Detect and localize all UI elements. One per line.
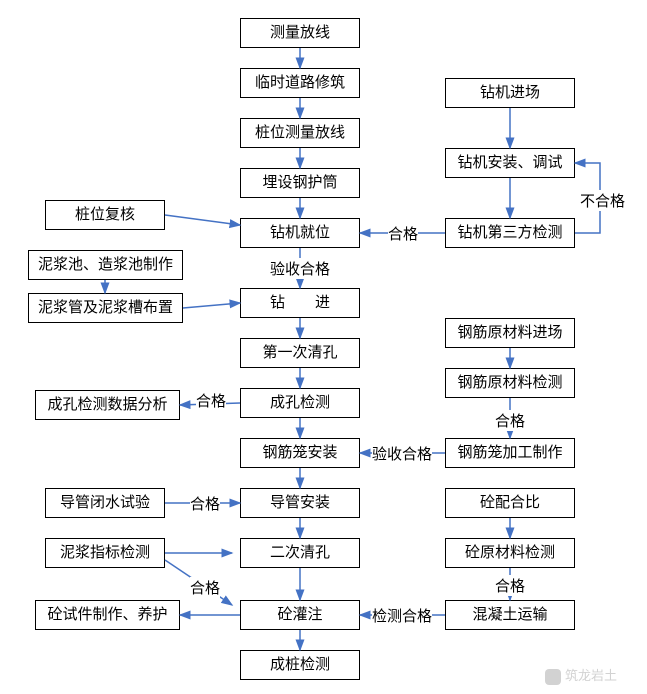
flowchart-node: 泥浆管及泥浆槽布置 bbox=[28, 293, 183, 323]
node-label: 钢筋笼加工制作 bbox=[457, 444, 562, 462]
flowchart-node: 导管安装 bbox=[240, 488, 360, 518]
flowchart-node: 桩位测量放线 bbox=[240, 118, 360, 148]
flowchart-node: 砼灌注 bbox=[240, 600, 360, 630]
edge-label: 合格 bbox=[495, 575, 525, 596]
node-label: 钢筋原材料进场 bbox=[457, 324, 562, 342]
node-label: 桩位测量放线 bbox=[255, 124, 345, 142]
node-label: 钢筋原材料检测 bbox=[457, 374, 562, 392]
flowchart-node: 砼配合比 bbox=[445, 488, 575, 518]
node-label: 钻机就位 bbox=[270, 224, 330, 242]
flowchart-node: 砼试件制作、养护 bbox=[35, 600, 180, 630]
node-label: 砼试件制作、养护 bbox=[47, 606, 167, 624]
flowchart-node: 钢筋原材料进场 bbox=[445, 318, 575, 348]
flowchart-node: 泥浆池、造浆池制作 bbox=[28, 250, 183, 280]
edge-label: 检测合格 bbox=[372, 605, 432, 626]
node-label: 钢筋笼安装 bbox=[262, 444, 337, 462]
node-label: 成孔检测 bbox=[270, 394, 330, 412]
node-label: 钻机进场 bbox=[480, 84, 540, 102]
node-label: 泥浆指标检测 bbox=[60, 544, 150, 562]
node-label: 埋设钢护筒 bbox=[262, 174, 337, 192]
watermark-text: 筑龙岩土 bbox=[565, 668, 617, 683]
node-label: 砼配合比 bbox=[480, 494, 540, 512]
flowchart-node: 第一次清孔 bbox=[240, 338, 360, 368]
edge-label: 不合格 bbox=[580, 190, 625, 211]
node-label: 钻机第三方检测 bbox=[457, 224, 562, 242]
flowchart-node: 混凝土运输 bbox=[445, 600, 575, 630]
flowchart-node: 导管闭水试验 bbox=[45, 488, 165, 518]
node-label: 成桩检测 bbox=[270, 656, 330, 674]
node-label: 二次清孔 bbox=[270, 544, 330, 562]
flowchart-node: 桩位复核 bbox=[45, 200, 165, 230]
flowchart-node: 钻机就位 bbox=[240, 218, 360, 248]
flowchart-node: 埋设钢护筒 bbox=[240, 168, 360, 198]
flowchart-node: 二次清孔 bbox=[240, 538, 360, 568]
flowchart-node: 钻 进 bbox=[240, 288, 360, 318]
node-label: 钻机安装、调试 bbox=[457, 154, 562, 172]
flowchart-node: 钻机安装、调试 bbox=[445, 148, 575, 178]
flowchart-node: 砼原材料检测 bbox=[445, 538, 575, 568]
flowchart-node: 钢筋笼安装 bbox=[240, 438, 360, 468]
edge-label: 合格 bbox=[190, 577, 220, 598]
edge-label: 合格 bbox=[388, 223, 418, 244]
edge-label: 验收合格 bbox=[372, 443, 432, 464]
node-label: 泥浆池、造浆池制作 bbox=[38, 256, 173, 274]
flowchart-edge bbox=[183, 303, 240, 308]
flowchart-node: 成孔检测 bbox=[240, 388, 360, 418]
node-label: 桩位复核 bbox=[75, 206, 135, 224]
node-label: 临时道路修筑 bbox=[255, 74, 345, 92]
edge-label: 合格 bbox=[190, 493, 220, 514]
flowchart-node: 成桩检测 bbox=[240, 650, 360, 680]
node-label: 测量放线 bbox=[270, 24, 330, 42]
node-label: 砼灌注 bbox=[277, 606, 322, 624]
flowchart-edge bbox=[165, 215, 240, 225]
flowchart-node: 钢筋笼加工制作 bbox=[445, 438, 575, 468]
node-label: 混凝土运输 bbox=[472, 606, 547, 624]
node-label: 成孔检测数据分析 bbox=[47, 396, 167, 414]
watermark: 筑龙岩土 bbox=[545, 665, 617, 685]
flowchart-node: 成孔检测数据分析 bbox=[35, 390, 180, 420]
flowchart-node: 钻机第三方检测 bbox=[445, 218, 575, 248]
flowchart-node: 钻机进场 bbox=[445, 78, 575, 108]
node-label: 导管闭水试验 bbox=[60, 494, 150, 512]
wechat-icon bbox=[545, 669, 561, 685]
node-label: 导管安装 bbox=[270, 494, 330, 512]
flowchart-node: 钢筋原材料检测 bbox=[445, 368, 575, 398]
node-label: 第一次清孔 bbox=[262, 344, 337, 362]
node-label: 砼原材料检测 bbox=[465, 544, 555, 562]
node-label: 钻 进 bbox=[270, 294, 330, 312]
flowchart-node: 临时道路修筑 bbox=[240, 68, 360, 98]
edge-label: 合格 bbox=[495, 410, 525, 431]
flowchart-node: 测量放线 bbox=[240, 18, 360, 48]
flowchart-node: 泥浆指标检测 bbox=[45, 538, 165, 568]
edge-label: 验收合格 bbox=[270, 258, 330, 279]
edge-label: 合格 bbox=[196, 390, 226, 411]
node-label: 泥浆管及泥浆槽布置 bbox=[38, 299, 173, 317]
